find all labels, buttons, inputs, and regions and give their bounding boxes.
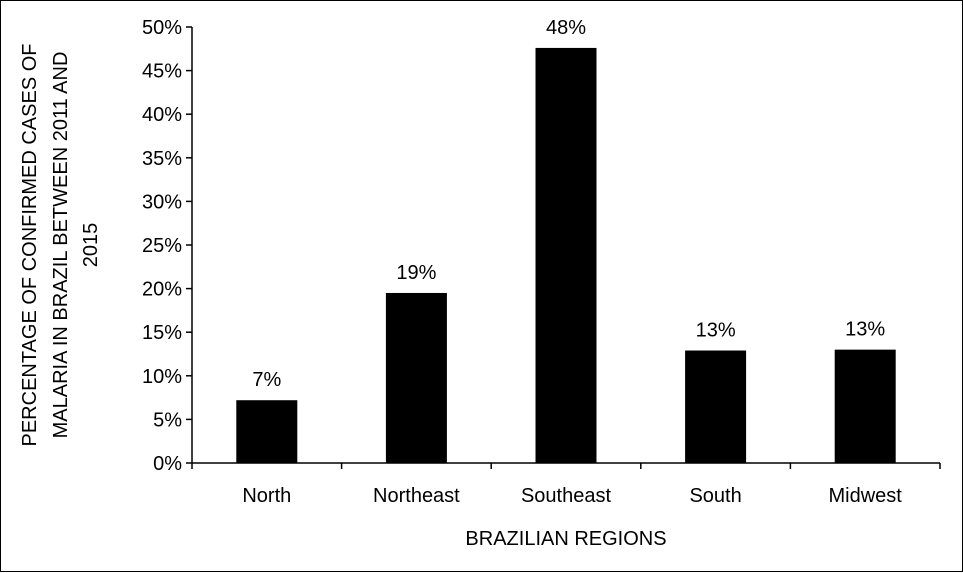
data-label: 13% [696, 320, 736, 342]
bar-south [685, 350, 747, 463]
data-label: 48% [546, 17, 586, 39]
bars-layer [236, 47, 896, 463]
y-tick-label: 45% [142, 61, 182, 83]
y-tick-label: 20% [142, 279, 182, 301]
y-axis-title: PERCENTAGE OF CONFIRMED CASES OF MALARIA … [19, 44, 102, 447]
x-tick-label: Northeast [373, 485, 460, 507]
x-axis-title: BRAZILIAN REGIONS [465, 528, 666, 550]
y-tick-label: 40% [142, 104, 182, 126]
y-tick-label: 30% [142, 191, 182, 213]
y-axis-title-line: 2015 [80, 223, 102, 268]
x-tick-label: Southeast [521, 485, 612, 507]
y-tick-label: 25% [142, 235, 182, 257]
y-tick-label: 35% [142, 148, 182, 170]
bar-north [236, 400, 298, 463]
x-tick-label: Midwest [829, 485, 903, 507]
y-ticks-layer: 0% 5% 10% 15% 20% 25% 30% 35% 40% 45% 50% [142, 17, 192, 475]
y-axis-title-line: PERCENTAGE OF CONFIRMED CASES OF [19, 44, 41, 447]
y-tick-label: 50% [142, 17, 182, 39]
y-tick-label: 5% [153, 409, 182, 431]
data-label: 7% [252, 369, 281, 391]
data-label: 13% [845, 319, 885, 341]
y-axis-title-line: MALARIA IN BRAZIL BETWEEN 2011 AND [50, 52, 72, 439]
x-tick-label: North [242, 485, 291, 507]
y-tick-label: 15% [142, 322, 182, 344]
y-tick-label: 0% [153, 453, 182, 475]
x-tick-label: South [689, 485, 741, 507]
bar-southeast [535, 47, 597, 463]
data-label: 19% [396, 262, 436, 284]
bar-northeast [385, 292, 447, 463]
data-labels-layer: 7% 19% 48% 13% 13% [252, 17, 885, 391]
bar-midwest [834, 349, 896, 463]
x-ticks-layer: North Northeast Southeast South Midwest [191, 463, 941, 507]
y-tick-label: 10% [142, 366, 182, 388]
